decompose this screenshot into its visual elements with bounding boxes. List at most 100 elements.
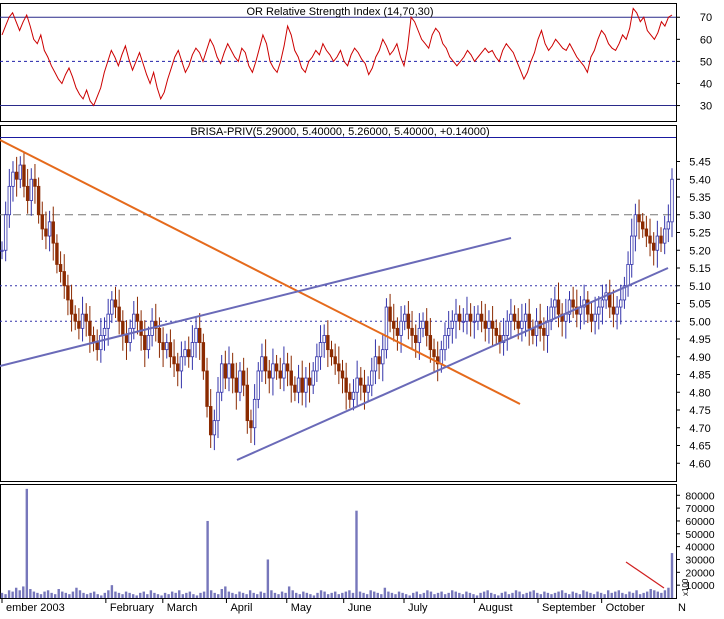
volume-panel-frame (0, 484, 677, 599)
volume-bar (139, 592, 142, 598)
volume-bar (458, 592, 461, 598)
volume-bar (100, 595, 103, 598)
x-axis-month-label: ember 2003 (6, 602, 65, 614)
price-candle (80, 313, 85, 329)
volume-bar (454, 591, 457, 598)
volume-bar (373, 591, 376, 598)
volume-layer (0, 488, 674, 598)
volume-bar (553, 592, 557, 598)
price-candle (267, 370, 271, 379)
price-candle (84, 313, 88, 322)
price-y-tick-label: 4.90 (689, 352, 710, 364)
volume-trendline[interactable] (625, 561, 665, 589)
volume-bar (305, 592, 309, 598)
price-y-tick-label: 5.00 (689, 316, 710, 328)
price-candle (88, 320, 92, 336)
volume-bar (131, 594, 135, 598)
volume-bar (440, 591, 443, 598)
volume-bar (539, 594, 543, 598)
rsi-panel-frame (0, 3, 677, 122)
volume-bar (614, 591, 617, 598)
price-candle (428, 335, 433, 351)
price-candle (417, 327, 422, 343)
price-candle (315, 356, 319, 372)
price-candle (176, 363, 180, 372)
price-candle (388, 306, 392, 322)
price-candle (443, 335, 447, 351)
volume-bar (316, 592, 319, 598)
price-candle (659, 235, 663, 244)
price-candle (66, 285, 70, 301)
volume-bar (284, 592, 287, 598)
volume-bar (575, 592, 578, 598)
volume-bar (231, 592, 234, 598)
volume-bar (344, 591, 348, 598)
volume-bar (170, 591, 174, 598)
volume-bar (606, 590, 610, 598)
volume-bar (149, 590, 153, 598)
volume-bar (280, 591, 284, 598)
volume-bar (199, 592, 202, 598)
price-candle (403, 313, 407, 322)
price-y-tick-label: 4.60 (689, 458, 710, 470)
price-candle (373, 356, 378, 372)
volume-bar (50, 592, 53, 598)
price-candle (274, 363, 279, 372)
price-candle (461, 320, 466, 323)
volume-bar (465, 591, 468, 598)
volume-bar (188, 591, 192, 598)
price-title: BRISA-PRIV(5.29000, 5.40000, 5.26000, 5.… (190, 126, 489, 138)
price-candle (322, 335, 326, 343)
volume-y-tick-label: 20000 (685, 567, 714, 579)
volume-bar (82, 592, 85, 598)
volume-bar (78, 590, 82, 598)
price-candle (505, 320, 509, 336)
volume-bar (443, 594, 447, 598)
volume-bar (153, 592, 156, 598)
price-candle (55, 242, 59, 265)
price-y-tick-label: 4.85 (689, 370, 710, 382)
price-candle (296, 377, 301, 393)
price-candle (143, 335, 147, 351)
volume-bar (408, 595, 411, 598)
volume-bar (341, 592, 344, 598)
volume-bar (436, 592, 440, 598)
price-candle (542, 327, 546, 336)
volume-y-tick-label: 40000 (685, 542, 714, 554)
price-candle (128, 327, 132, 343)
price-candle (110, 299, 114, 315)
price-candle (597, 306, 601, 315)
volume-bar (209, 590, 213, 598)
price-candle (183, 349, 187, 358)
price-candle (154, 320, 158, 329)
price-candle (238, 370, 242, 393)
volume-y-tick-label: 50000 (685, 529, 714, 541)
volume-bar (326, 594, 330, 598)
volume-bar (670, 553, 674, 598)
volume-bar (433, 594, 436, 598)
volume-bar (309, 594, 312, 598)
x-axis-month-label: August (478, 602, 512, 614)
price-candle (271, 363, 275, 379)
volume-bar (429, 591, 433, 598)
volume-bar (656, 591, 660, 598)
price-candle (124, 335, 129, 343)
support-trendline-upper[interactable] (0, 237, 512, 367)
volume-bar (85, 594, 89, 598)
price-candle (25, 185, 30, 201)
price-candle (216, 391, 220, 422)
volume-bar (585, 591, 589, 598)
price-candle (223, 363, 228, 379)
volume-bar (578, 594, 582, 598)
resistance-trendline[interactable] (0, 139, 521, 405)
price-candle (344, 377, 348, 393)
support-trendline-lower[interactable] (236, 267, 669, 461)
volume-bar (7, 590, 11, 598)
price-candle (567, 299, 572, 315)
price-candle (14, 171, 19, 180)
price-candle (479, 313, 484, 322)
price-candle (113, 299, 118, 308)
volume-bar (493, 594, 496, 598)
volume-bar (596, 591, 599, 598)
volume-bar (71, 591, 75, 598)
